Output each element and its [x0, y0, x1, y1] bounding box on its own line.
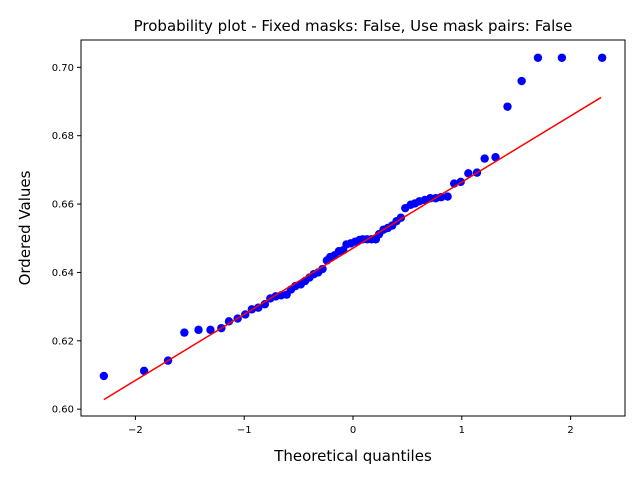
x-tick-label: 1: [459, 425, 465, 436]
y-tick-label: 0.68: [52, 131, 74, 142]
x-tick-label: 2: [567, 425, 573, 436]
data-point: [443, 192, 452, 201]
y-axis: 0.60 0.62 0.64 0.66 0.68 0.70: [52, 63, 81, 416]
data-point: [99, 371, 109, 381]
data-point: [533, 53, 543, 62]
data-point: [480, 154, 489, 163]
x-axis: −2 −1 0 1 2: [128, 416, 574, 436]
data-point: [260, 300, 270, 309]
data-point: [318, 264, 327, 274]
data-point: [254, 303, 263, 312]
x-tick-label: 0: [350, 425, 356, 436]
y-tick-label: 0.60: [52, 405, 74, 416]
x-axis-label: Theoretical quantiles: [273, 447, 432, 465]
chart-title: Probability plot - Fixed masks: False, U…: [134, 17, 573, 35]
y-tick-label: 0.66: [52, 200, 74, 211]
fit-line: [103, 96, 602, 401]
data-point: [557, 53, 567, 62]
data-point: [517, 76, 526, 86]
x-tick-label: −1: [237, 425, 252, 436]
data-point: [464, 169, 473, 178]
plot-area: [99, 53, 607, 401]
data-point: [597, 53, 607, 62]
y-axis-label: Ordered Values: [16, 170, 34, 285]
x-tick-label: −2: [128, 425, 143, 436]
data-point: [491, 153, 500, 162]
data-point: [206, 325, 215, 335]
data-point: [194, 325, 203, 335]
y-tick-label: 0.64: [52, 268, 74, 279]
data-point: [180, 328, 189, 337]
y-tick-label: 0.62: [52, 336, 74, 347]
data-point: [503, 102, 512, 111]
y-tick-label: 0.70: [52, 63, 74, 74]
data-point: [224, 317, 234, 326]
